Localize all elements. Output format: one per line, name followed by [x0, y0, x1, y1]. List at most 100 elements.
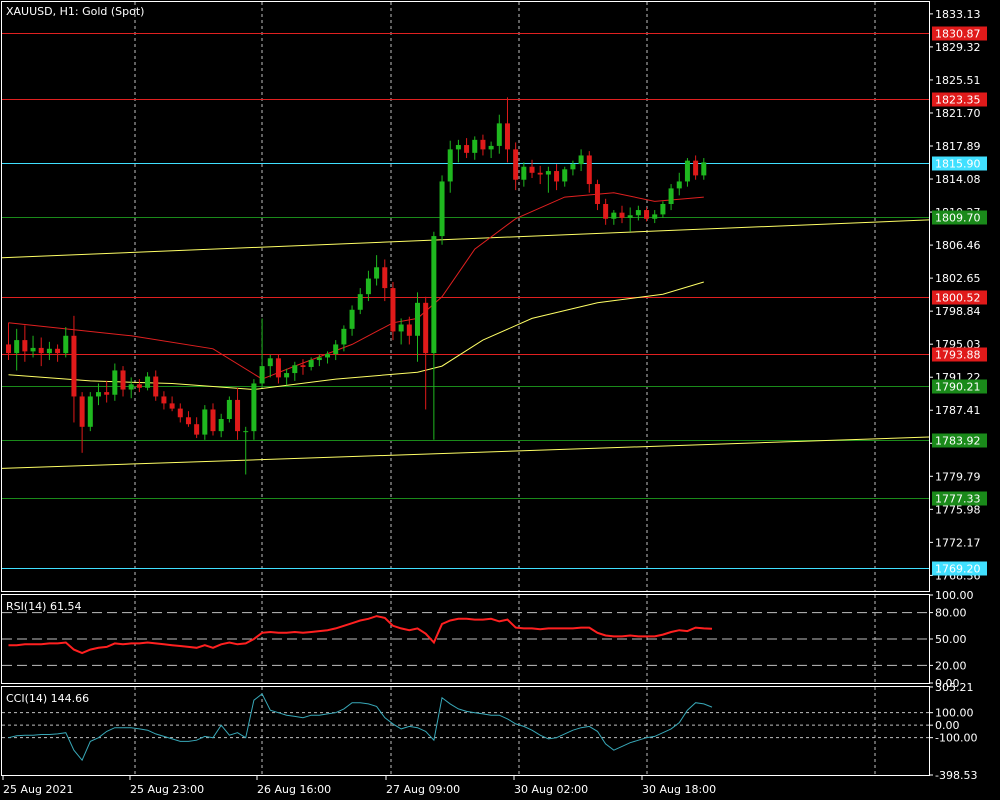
candle — [6, 322, 11, 361]
candle — [431, 231, 437, 440]
cci-tick-label: 0.00 — [935, 719, 960, 732]
candle — [14, 328, 20, 371]
candle — [619, 205, 625, 224]
candle — [325, 351, 331, 364]
candle — [578, 149, 584, 172]
candle — [480, 134, 486, 156]
level-price-label: 1809.70 — [935, 212, 981, 225]
candle — [210, 403, 216, 436]
candle — [398, 318, 404, 345]
time-tick-label: 30 Aug 18:00 — [642, 783, 716, 796]
candle — [406, 316, 412, 345]
moving-average-line — [8, 281, 704, 391]
candle — [693, 155, 699, 180]
cci-tick-label: 100.00 — [935, 707, 974, 720]
candle — [284, 368, 290, 386]
candle — [30, 335, 36, 358]
trendline[interactable] — [1, 436, 930, 469]
candle — [603, 198, 609, 225]
candle — [611, 210, 617, 225]
candle — [627, 207, 633, 232]
level-price-label: 1793.88 — [935, 349, 981, 362]
price-tick-label: 1802.65 — [935, 272, 981, 285]
trendline[interactable] — [1, 219, 930, 259]
cci-pane-border — [1, 686, 930, 776]
candle — [120, 366, 126, 397]
cci-tick-label: 305.21 — [935, 681, 974, 694]
rsi-line — [8, 615, 713, 655]
candle — [594, 179, 600, 211]
candle — [349, 305, 355, 336]
level-price-label: 1783.92 — [935, 435, 981, 448]
rsi-tick-label: 80.00 — [935, 607, 967, 620]
level-price-label: 1800.52 — [935, 292, 981, 305]
level-price-tag: 1769.20 — [932, 561, 987, 576]
level-price-label: 1777.33 — [935, 493, 981, 506]
candle — [701, 158, 707, 180]
level-price-tag: 1830.87 — [932, 26, 987, 41]
candle — [488, 141, 494, 159]
candle — [316, 354, 322, 367]
time-axis: 25 Aug 2021 25 Aug 23:00 26 Aug 16:00 27 Au… — [2, 776, 716, 796]
candle — [194, 417, 200, 439]
candle — [136, 379, 142, 393]
level-labels: 1830.87 1823.35 1815.90 1809.70 1800.52 1793.… — [932, 26, 987, 576]
chart-title: XAUUSD, H1: Gold (Spot) — [6, 5, 144, 18]
rsi-label: RSI(14) 61.54 — [6, 600, 81, 613]
candle — [644, 207, 650, 222]
level-price-tag: 1790.21 — [932, 379, 987, 394]
candle — [267, 354, 273, 378]
candle — [275, 354, 281, 384]
candle — [545, 166, 551, 193]
level-price-label: 1815.90 — [935, 158, 981, 171]
cci-line — [8, 693, 713, 762]
candle — [676, 172, 682, 196]
candle — [472, 136, 478, 160]
level-price-tag: 1823.35 — [932, 92, 987, 107]
time-tick-label: 25 Aug 2021 — [3, 783, 73, 796]
candle — [333, 340, 339, 361]
candle — [46, 341, 52, 361]
candle — [455, 139, 461, 163]
cci-indicator: 305.21 100.000.00-100.00 -398.53 — [2, 681, 977, 782]
candle — [415, 292, 420, 362]
candle — [374, 255, 380, 286]
candle — [153, 370, 159, 401]
level-price-tag: 1777.33 — [932, 491, 987, 506]
price-tick-label: 1829.32 — [935, 41, 981, 54]
level-price-tag: 1793.88 — [932, 347, 987, 362]
level-price-label: 1823.35 — [935, 94, 981, 107]
trendlines — [1, 219, 930, 469]
price-tick-label: 1814.08 — [935, 173, 981, 186]
price-tick-label: 1775.98 — [935, 503, 981, 516]
price-tick-label: 1817.89 — [935, 140, 981, 153]
time-tick-label: 26 Aug 16:00 — [257, 783, 331, 796]
candle — [390, 282, 396, 341]
candle — [668, 184, 674, 211]
candle — [104, 380, 110, 403]
cci-tick-label: -398.53 — [935, 769, 977, 782]
candle — [496, 114, 502, 154]
candle — [513, 142, 519, 191]
candle — [660, 201, 666, 218]
candle — [169, 396, 175, 412]
candle — [529, 159, 535, 178]
time-tick-label: 30 Aug 02:00 — [514, 783, 588, 796]
candle — [300, 359, 306, 375]
candle — [635, 205, 641, 221]
candle — [235, 387, 241, 440]
candle — [570, 160, 576, 176]
candle — [521, 162, 527, 187]
price-tick-label: 1825.51 — [935, 74, 981, 87]
candle — [341, 325, 347, 352]
candle — [554, 164, 560, 191]
candle — [562, 166, 568, 187]
candle — [63, 327, 69, 358]
time-tick-label: 27 Aug 09:00 — [386, 783, 460, 796]
candle — [365, 270, 371, 302]
rsi-tick-label: 0.00 — [935, 677, 960, 690]
candle — [504, 97, 510, 163]
candle — [464, 138, 470, 159]
